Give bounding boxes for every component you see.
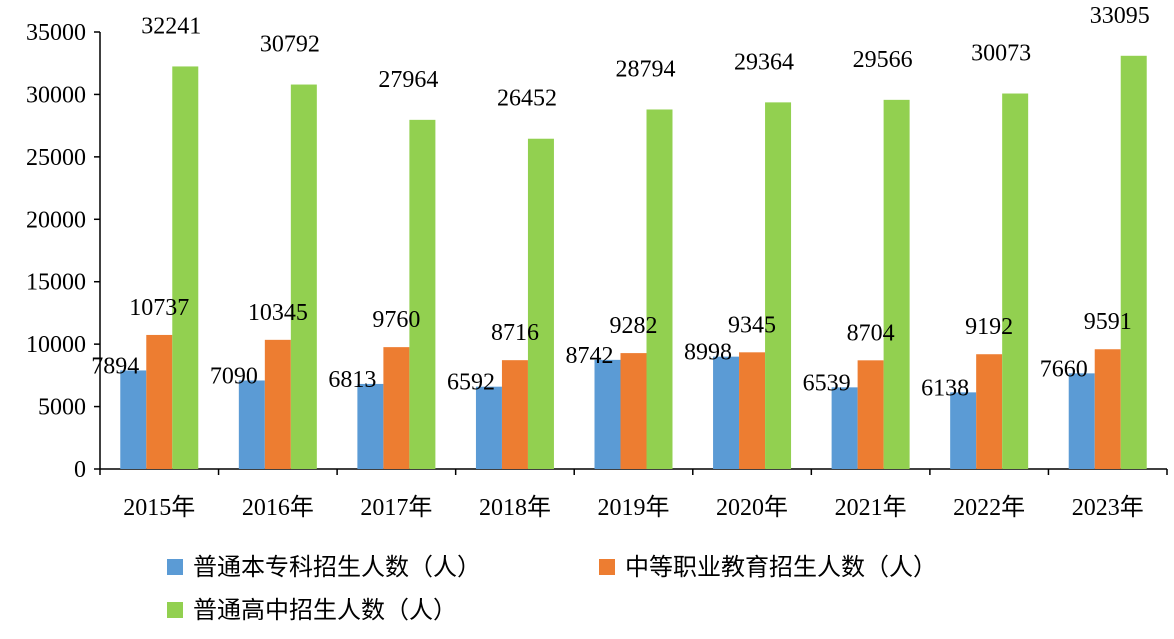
bar: [883, 99, 910, 469]
x-tick-label: 2016年: [242, 494, 314, 521]
data-label: 7660: [1040, 356, 1088, 382]
data-label: 9345: [728, 312, 776, 338]
y-tick-label: 30000: [26, 82, 86, 108]
legend-label: 普通本专科招生人数（人）: [193, 553, 481, 581]
y-tick-label: 25000: [26, 145, 86, 171]
data-label: 32241: [141, 13, 201, 39]
x-tick-label: 2019年: [598, 494, 670, 521]
x-tick-label: 2023年: [1072, 494, 1144, 521]
x-tick-label: 2021年: [835, 494, 907, 521]
legend: 普通本专科招生人数（人） 中等职业教育招生人数（人） 普通高中招生人数（人）: [167, 553, 937, 624]
bar: [1002, 93, 1029, 469]
bar: [357, 383, 384, 469]
data-label: 6813: [328, 367, 376, 393]
data-label: 6539: [803, 370, 851, 396]
bars: [120, 55, 1147, 470]
legend-swatch: [599, 559, 615, 575]
data-label: 10737: [129, 295, 189, 321]
y-tick-label: 5000: [38, 395, 86, 421]
data-label: 29364: [734, 49, 794, 75]
data-label: 8742: [566, 343, 614, 369]
bar: [409, 119, 436, 469]
bar: [290, 84, 317, 469]
bar: [646, 109, 673, 470]
bar: [739, 352, 766, 469]
x-tick-label: 2018年: [479, 494, 551, 521]
bar: [146, 334, 173, 469]
x-tick-label: 2020年: [716, 494, 788, 521]
legend-label: 中等职业教育招生人数（人）: [625, 553, 937, 581]
bar: [383, 347, 410, 469]
data-labels: 7894 10737 32241 7090 10345 30792 6813 9760 2796…: [91, 3, 1149, 402]
data-label: 29566: [853, 47, 913, 73]
y-tick-label: 10000: [26, 332, 86, 358]
bar: [120, 370, 147, 469]
bar: [475, 386, 502, 469]
y-tick-label: 35000: [26, 20, 86, 46]
bar: [620, 353, 647, 469]
data-label: 9192: [965, 314, 1013, 340]
legend-label: 普通高中招生人数（人）: [193, 596, 457, 624]
bar: [238, 380, 265, 469]
data-label: 8704: [847, 320, 895, 346]
y-tick-label: 20000: [26, 207, 86, 233]
data-label: 7894: [91, 353, 139, 379]
bar: [831, 387, 858, 469]
bar: [976, 354, 1003, 469]
bar: [264, 339, 291, 469]
data-label: 10345: [248, 300, 308, 326]
x-tick-label: 2017年: [360, 494, 432, 521]
data-label: 8716: [491, 320, 539, 346]
bar: [1120, 55, 1147, 470]
data-label: 8998: [684, 340, 732, 366]
x-tick-label: 2022年: [953, 494, 1025, 521]
x-tick-label: 2015年: [123, 494, 195, 521]
x-axis: 2015年 2016年 2017年 2018年 2019年 2020年 2021年 2022年…: [99, 468, 1168, 521]
data-label: 9282: [610, 313, 658, 339]
bar: [713, 356, 740, 469]
data-label: 7090: [210, 363, 258, 389]
data-label: 30792: [260, 32, 320, 58]
bar: [1094, 349, 1121, 469]
data-label: 6138: [921, 375, 969, 401]
bar: [594, 359, 621, 469]
data-label: 28794: [616, 56, 676, 82]
data-label: 33095: [1090, 3, 1150, 29]
data-label: 27964: [378, 67, 438, 93]
y-axis: 0 5000 10000 15000 20000 25000 30000 35000: [26, 20, 101, 483]
data-label: 9591: [1084, 309, 1132, 335]
data-label: 26452: [497, 86, 557, 112]
data-label: 6592: [447, 370, 495, 396]
bar: [950, 392, 977, 469]
legend-swatch: [167, 559, 183, 575]
bar: [501, 360, 528, 469]
y-tick-label: 0: [74, 457, 86, 483]
y-tick-label: 15000: [26, 270, 86, 296]
bar: [857, 360, 884, 469]
legend-swatch: [167, 602, 183, 618]
data-label: 9760: [372, 307, 420, 333]
data-label: 30073: [971, 41, 1031, 67]
bar: [765, 102, 792, 470]
bar: [172, 66, 199, 469]
bar: [1068, 373, 1095, 469]
bar: [527, 138, 554, 469]
